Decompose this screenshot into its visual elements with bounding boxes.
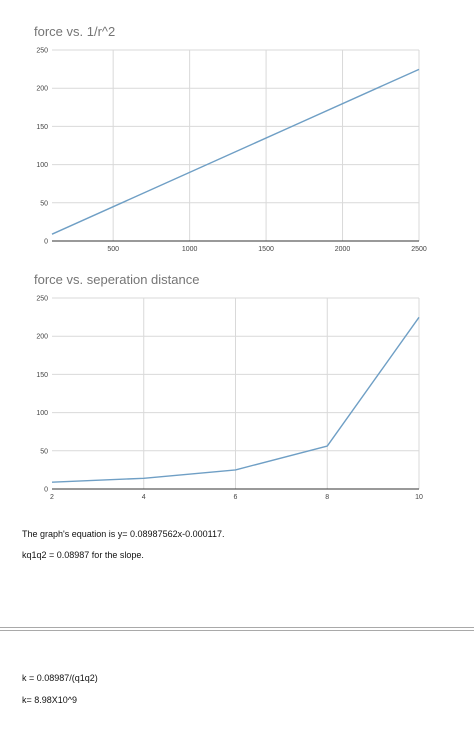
x-tick-label: 8 xyxy=(325,494,329,501)
y-tick-label: 200 xyxy=(36,86,48,93)
y-tick-label: 150 xyxy=(36,124,48,131)
y-tick-label: 200 xyxy=(36,334,48,341)
y-tick-label: 50 xyxy=(40,200,48,207)
y-tick-label: 0 xyxy=(44,239,48,246)
y-tick-label: 100 xyxy=(36,410,48,417)
x-tick-label: 2 xyxy=(50,494,54,501)
y-tick-label: 150 xyxy=(36,372,48,379)
chart-title: force vs. seperation distance xyxy=(34,272,199,287)
x-tick-label: 2000 xyxy=(335,246,351,253)
x-tick-label: 1500 xyxy=(258,246,274,253)
slope-text: kq1q2 = 0.08987 for the slope. xyxy=(22,550,144,560)
y-tick-label: 100 xyxy=(36,162,48,169)
x-tick-label: 4 xyxy=(142,494,146,501)
y-tick-label: 250 xyxy=(36,296,48,303)
series-line xyxy=(51,68,420,235)
k-formula-text: k = 0.08987/(q1q2) xyxy=(22,673,98,683)
y-tick-label: 50 xyxy=(40,448,48,455)
force-vs-inverse-r-squared-chart: force vs. 1/r^2 0 50 100 150 200 250 500 1000 150… xyxy=(34,24,427,253)
x-tick-label: 2500 xyxy=(411,246,427,253)
series-line xyxy=(51,316,420,483)
force-vs-separation-distance-chart: force vs. seperation distance 0 50 100 150 20… xyxy=(34,272,423,501)
chart-title: force vs. 1/r^2 xyxy=(34,24,115,39)
k-value-text: k= 8.98X10^9 xyxy=(22,695,78,705)
y-tick-label: 250 xyxy=(36,48,48,55)
section-divider xyxy=(0,627,474,631)
y-tick-label: 0 xyxy=(44,487,48,494)
x-tick-label: 6 xyxy=(234,494,238,501)
equation-text: The graph's equation is y= 0.08987562x-0… xyxy=(22,529,225,539)
x-tick-label: 1000 xyxy=(182,246,198,253)
x-tick-label: 500 xyxy=(107,246,119,253)
x-tick-label: 10 xyxy=(415,494,423,501)
